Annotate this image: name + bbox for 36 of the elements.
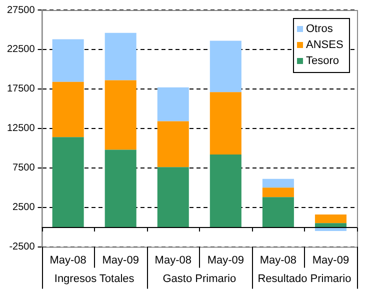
bar [210, 154, 242, 228]
y-tick-label: -2500 [9, 242, 36, 253]
bar [104, 80, 136, 150]
bar [314, 223, 346, 228]
bar [104, 150, 136, 228]
x-tick-label: May-08 [260, 254, 297, 266]
x-tick-label: May-08 [154, 254, 192, 266]
bar [52, 39, 84, 82]
y-tick-label: 27500 [6, 4, 36, 16]
text: Gasto Primario [162, 272, 236, 285]
y-tick-label: 2500 [12, 202, 36, 214]
bar [262, 178, 294, 188]
x-tick-label: May-09 [312, 254, 350, 266]
x-tick-label: May-09 [207, 254, 244, 266]
y-tick-label: 12500 [6, 123, 36, 134]
bar [157, 167, 189, 228]
legend-label: Otros [306, 23, 334, 36]
bar [104, 32, 136, 80]
x-tick-label: May-09 [102, 254, 139, 266]
bar [52, 82, 84, 138]
bar [262, 188, 294, 198]
y-tick-label: 17500 [6, 84, 36, 95]
y-tick-label: 7500 [12, 162, 36, 174]
bar [157, 87, 189, 122]
bar [314, 214, 346, 224]
legend-label: ANSES [306, 39, 344, 52]
bar [210, 92, 242, 154]
text: Resultado Primario [258, 272, 352, 285]
y-tick-label: 22500 [6, 44, 36, 56]
legend-label: Tesoro [306, 55, 340, 68]
bar [210, 40, 242, 92]
bar [157, 121, 189, 168]
bar [262, 197, 294, 228]
bar [52, 137, 84, 228]
text: Ingresos Totales [54, 272, 135, 285]
x-tick-label: May-08 [50, 254, 86, 266]
